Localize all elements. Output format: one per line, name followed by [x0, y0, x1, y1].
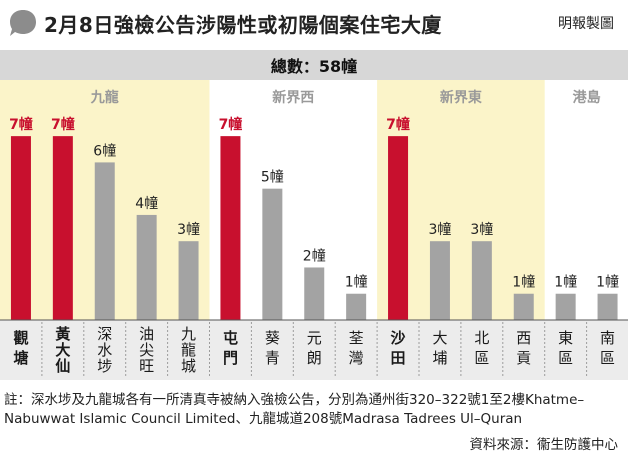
- value-label: 7幢: [51, 116, 75, 133]
- bar-油尖旺: [136, 214, 157, 320]
- bar-元朗: [304, 267, 325, 320]
- total-banner: 總數：58幢: [0, 50, 628, 80]
- bar-荃灣: [346, 293, 367, 320]
- value-label: 3幢: [470, 221, 493, 238]
- footnote: 註：深水埗及九龍城各有一所清真寺被納入強檢公告，分別為通州街320–322號1至…: [4, 392, 585, 427]
- source-label: 資料來源：衞生防護中心: [469, 437, 619, 453]
- category-label: 元朗: [307, 329, 322, 367]
- value-label: 3幢: [428, 221, 451, 238]
- region-label-0: 九龍: [90, 89, 119, 106]
- region-label-1: 新界西: [272, 89, 314, 106]
- value-label: 6幢: [93, 142, 116, 159]
- value-label: 7幢: [219, 116, 243, 133]
- category-label: 屯門: [223, 329, 238, 367]
- bar-觀塘: [10, 136, 31, 320]
- value-label: 1幢: [596, 274, 619, 291]
- category-label: 葵青: [265, 329, 280, 367]
- bar-葵青: [262, 188, 283, 320]
- category-label: 深水埗: [97, 325, 112, 375]
- bar-北區: [471, 241, 492, 320]
- value-label: 3幢: [177, 221, 200, 238]
- region-label-2: 新界東: [440, 89, 482, 106]
- bar-東區: [555, 293, 576, 320]
- category-label: 荃灣: [349, 329, 364, 367]
- value-label: 4幢: [135, 195, 158, 212]
- bar-深水埗: [94, 162, 115, 320]
- category-label: 西貢: [516, 329, 531, 367]
- bar-九龍城: [178, 241, 199, 320]
- value-label: 7幢: [9, 116, 33, 133]
- category-label: 油尖旺: [139, 325, 154, 375]
- page-title: 2月8日強檢公告涉陽性或初陽個案住宅大廈: [44, 13, 442, 37]
- bar-黃大仙: [52, 136, 73, 320]
- category-strip: [0, 320, 628, 380]
- speech-bubble-icon: [10, 10, 36, 36]
- category-label: 南區: [600, 329, 615, 367]
- value-label: 2幢: [303, 247, 326, 264]
- category-label: 觀塘: [13, 329, 28, 367]
- bar-沙田: [388, 136, 409, 320]
- category-label: 沙田: [391, 329, 406, 367]
- category-label: 大埔: [432, 329, 447, 367]
- value-label: 5幢: [261, 169, 284, 186]
- total-count: 總數：58幢: [270, 57, 358, 76]
- value-label: 7幢: [386, 116, 410, 133]
- category-label: 東區: [558, 329, 573, 367]
- value-label: 1幢: [512, 274, 535, 291]
- category-label: 黃大仙: [55, 325, 70, 375]
- bar-屯門: [220, 136, 241, 320]
- bar-西貢: [513, 293, 534, 320]
- bar-大埔: [429, 241, 450, 320]
- credit-label: 明報製圖: [558, 16, 614, 32]
- value-label: 1幢: [554, 274, 577, 291]
- bar-南區: [597, 293, 618, 320]
- category-label: 北區: [474, 329, 489, 367]
- header: 2月8日強檢公告涉陽性或初陽個案住宅大廈 明報製圖: [0, 0, 628, 46]
- region-label-3: 港島: [573, 89, 601, 106]
- category-label: 九龍城: [181, 325, 196, 375]
- value-label: 1幢: [345, 274, 368, 291]
